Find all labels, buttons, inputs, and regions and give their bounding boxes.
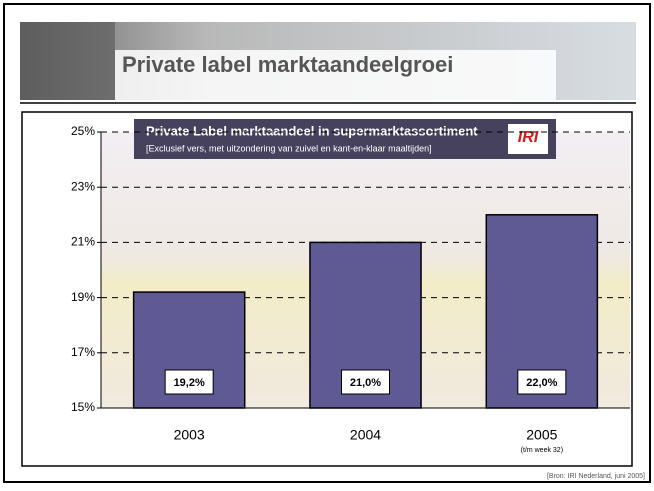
y-tick-label: 25%	[71, 124, 95, 138]
value-label: 22,0%	[526, 377, 557, 389]
y-tick-label: 17%	[71, 345, 95, 359]
y-tick-label: 21%	[71, 235, 95, 249]
x-tick-label: 2005	[526, 427, 557, 443]
source: [Bron: IRI Nederland, juni 2005]	[547, 473, 645, 480]
slide: Private label marktaandeelgroei Private …	[0, 0, 654, 486]
chart-title: Private Label marktaandeel in supermarkt…	[146, 123, 478, 138]
x-tick-sublabel: (t/m week 32)	[521, 447, 563, 454]
y-tick-label: 15%	[71, 400, 95, 414]
slide-title: Private label marktaandeelgroei	[122, 52, 453, 77]
page: {"header": {"title": "Private label mark…	[0, 0, 654, 491]
header-portrait	[20, 22, 115, 100]
value-label: 21,0%	[350, 377, 381, 389]
x-tick-label: 2004	[350, 427, 381, 443]
y-tick-label: 19%	[71, 290, 95, 304]
chart-subtitle: [Exclusief vers, met uitzondering van zu…	[146, 143, 432, 153]
value-label: 19,2%	[174, 377, 205, 389]
x-tick-label: 2003	[174, 427, 205, 443]
y-tick-label: 23%	[71, 179, 95, 193]
